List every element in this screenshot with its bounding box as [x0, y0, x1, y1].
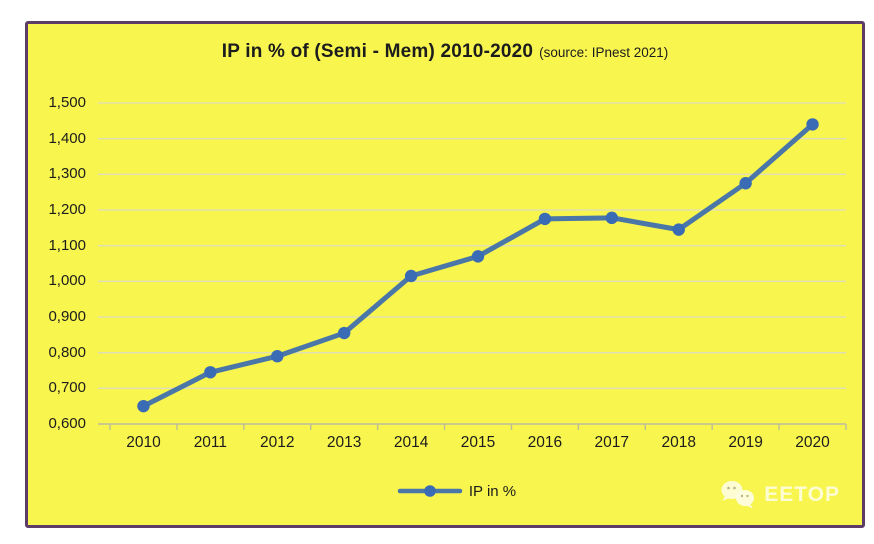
x-tick-label: 2020: [795, 434, 830, 451]
data-point-marker: [471, 250, 485, 263]
y-tick-label: 1,200: [48, 201, 86, 218]
watermark-label: EETOP: [764, 483, 840, 506]
legend-line-marker-icon: [397, 485, 463, 497]
y-tick-label: 1,300: [48, 165, 86, 183]
data-point-marker: [739, 177, 752, 190]
data-point-marker: [538, 212, 552, 226]
x-tick-label: 2019: [728, 434, 763, 451]
y-tick-label: 1,100: [48, 236, 86, 254]
y-tick-label: 1,000: [48, 272, 86, 290]
x-tick-label: 2012: [260, 434, 295, 451]
x-tick-label: 2018: [661, 434, 696, 451]
data-point-marker: [672, 223, 685, 236]
chart-title-text: IP in % of (Semi - Mem) 2010-2020: [221, 41, 534, 62]
x-tick-label: 2017: [594, 434, 630, 451]
watermark: EETOP: [718, 476, 840, 514]
x-axis-labels: 2010 2011 2012 2013 2014 2015 2016 2017 2018 2019…: [110, 432, 846, 454]
data-point-marker: [404, 269, 418, 283]
x-tick-label: 2014: [393, 434, 429, 451]
x-tick-label: 2010: [126, 434, 161, 451]
y-tick-label: 0,700: [48, 379, 86, 397]
y-tick-label: 0,900: [48, 308, 86, 325]
legend-label: IP in %: [468, 482, 517, 500]
data-point-marker: [271, 350, 284, 363]
data-point-marker: [204, 366, 217, 379]
y-axis-labels: 1,500 1,400 1,300 1,200 1,100 1,000 0,900 0,800…: [28, 94, 86, 432]
y-tick-label: 0,800: [48, 343, 86, 361]
x-tick-label: 2016: [527, 434, 563, 451]
y-tick-label: 1,400: [48, 129, 86, 147]
chart-title: IP in % of (Semi - Mem) 2010-2020 (source…: [28, 41, 862, 63]
data-point-marker: [806, 118, 819, 131]
data-point-marker: [605, 211, 619, 225]
x-tick-label: 2011: [193, 434, 228, 451]
series-line: [140, 121, 816, 409]
y-tick-label: 1,500: [48, 94, 86, 111]
data-point-marker: [137, 399, 150, 413]
legend: IP in %: [40, 480, 874, 502]
y-tick-label: 0,600: [48, 415, 86, 432]
data-point-marker: [337, 326, 351, 340]
x-tick-label: 2015: [460, 434, 496, 451]
legend-marker-dot: [424, 485, 436, 497]
chart-frame: IP in % of (Semi - Mem) 2010-2020 (source…: [25, 21, 865, 528]
x-tick-label: 2013: [326, 434, 362, 451]
chart-title-source: (source: IPnest 2021): [539, 45, 669, 60]
line-plot: [98, 102, 847, 430]
wechat-bubbles-icon: [721, 481, 755, 509]
